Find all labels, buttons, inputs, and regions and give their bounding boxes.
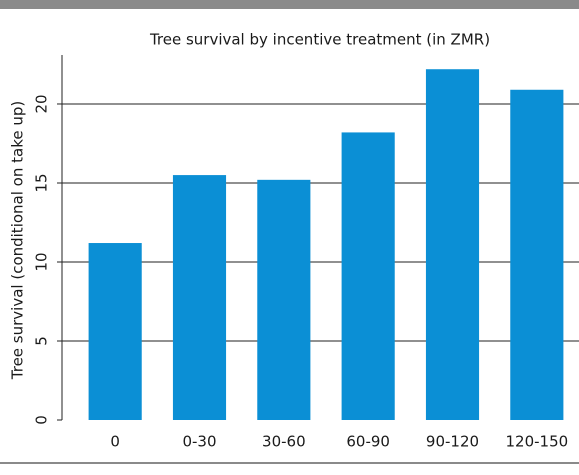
- bar: [88, 243, 142, 420]
- x-tick-label: 60-90: [346, 433, 390, 451]
- bar: [425, 69, 480, 421]
- bar: [341, 132, 395, 420]
- x-tick-label: 0-30: [182, 433, 216, 451]
- x-tick-label: 30-60: [262, 433, 306, 451]
- y-tick-label: 0: [33, 415, 51, 425]
- top-rule: [0, 0, 579, 9]
- bar: [257, 179, 311, 420]
- y-tick-label: 5: [33, 336, 51, 346]
- x-tick-label: 90-120: [426, 433, 479, 451]
- chart-title: Tree survival by incentive treatment (in…: [149, 31, 490, 49]
- bar: [172, 175, 227, 420]
- bar: [510, 89, 564, 420]
- y-axis-label: Tree survival (conditional on take up): [9, 101, 27, 380]
- y-tick-label: 15: [33, 173, 51, 192]
- x-tick-label: 0: [110, 433, 120, 451]
- x-tick-label: 120-150: [505, 433, 568, 451]
- y-tick-label: 10: [33, 252, 51, 271]
- y-tick-label: 20: [33, 94, 51, 113]
